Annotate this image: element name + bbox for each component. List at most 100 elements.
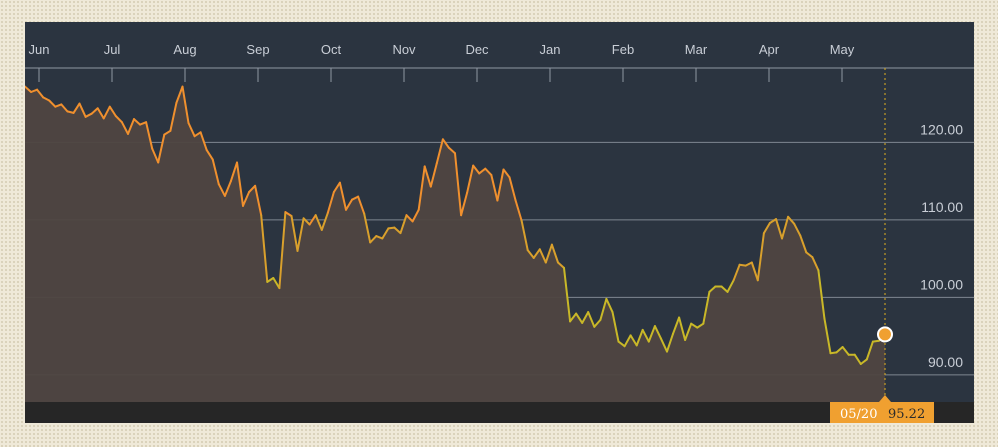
chart-frame: Jun Jul Aug Sep Oct Nov Dec Jan Feb Mar Apr May 90.… xyxy=(25,22,974,423)
price-line-segment xyxy=(550,243,559,264)
price-area-layer xyxy=(25,86,885,402)
price-line-segment xyxy=(460,191,469,217)
price-line-segment xyxy=(629,334,638,347)
price-line-segment xyxy=(708,285,717,293)
price-line-segment xyxy=(775,218,783,240)
price-line-segment xyxy=(690,322,699,329)
month-label: Apr xyxy=(759,42,780,57)
price-line-segment xyxy=(417,165,426,211)
price-line-segment xyxy=(84,112,93,118)
price-line-segment xyxy=(163,129,172,136)
price-line-segment xyxy=(641,328,650,343)
price-line-segment xyxy=(799,234,808,254)
price-line-segment xyxy=(102,105,111,120)
price-line-segment xyxy=(454,152,463,217)
price-line-segment xyxy=(54,103,63,108)
price-line-segment xyxy=(520,219,529,252)
price-chart[interactable]: Jun Jul Aug Sep Oct Nov Dec Jan Feb Mar Apr May 90.… xyxy=(25,22,974,423)
price-line-segment xyxy=(569,312,578,323)
price-line-segment xyxy=(290,215,299,252)
price-line-segment xyxy=(157,133,166,164)
price-line-segment xyxy=(647,325,656,343)
price-line-segment xyxy=(744,261,753,267)
price-line-segment xyxy=(496,168,505,202)
price-line-segment xyxy=(320,211,329,231)
price-line-segment xyxy=(732,263,741,282)
month-label: Jun xyxy=(29,42,50,57)
price-line-segment xyxy=(357,195,366,215)
price-line-segment xyxy=(617,340,626,348)
price-line-segment xyxy=(865,340,874,361)
price-line-segment xyxy=(120,121,129,135)
price-line-segment xyxy=(490,173,499,202)
price-line-segment xyxy=(302,217,311,226)
price-line-segment xyxy=(587,311,596,328)
y-axis-labels: 90.00 100.00 110.00 120.00 xyxy=(920,121,963,370)
price-line-segment xyxy=(575,312,584,324)
price-line-segment xyxy=(133,118,142,126)
price-line-segment xyxy=(36,88,45,99)
price-line-segment xyxy=(139,121,148,126)
price-line-segment xyxy=(193,131,202,138)
price-line-segment xyxy=(859,358,868,365)
price-line-segment xyxy=(405,214,414,223)
badge-background xyxy=(830,402,934,423)
price-line-segment xyxy=(835,346,844,354)
price-line-segment xyxy=(151,147,160,164)
last-point-marker[interactable] xyxy=(877,326,893,343)
price-line-segment xyxy=(781,215,790,240)
price-line-segment xyxy=(308,214,317,226)
price-line-segment xyxy=(678,316,687,341)
price-line-segment xyxy=(829,351,838,355)
price-line-segment xyxy=(599,297,608,321)
price-line-segment xyxy=(411,208,420,223)
month-label: Mar xyxy=(685,42,708,57)
month-label: Jul xyxy=(104,42,121,57)
price-line-segment xyxy=(242,191,251,207)
month-label: Feb xyxy=(612,42,634,57)
price-line-segment xyxy=(738,263,747,267)
month-label: Sep xyxy=(246,42,269,57)
badge-date: 05/20 xyxy=(840,407,877,422)
price-line-segment xyxy=(175,85,184,104)
price-line-segment xyxy=(387,226,396,230)
price-area xyxy=(25,86,885,402)
price-line-segment xyxy=(750,261,759,282)
price-line-segment xyxy=(702,290,711,325)
price-line-segment xyxy=(653,325,662,340)
price-line-segment xyxy=(611,311,620,343)
month-label: Aug xyxy=(173,42,196,57)
bottom-axis-strip xyxy=(25,402,974,423)
price-line-segment xyxy=(199,131,208,152)
price-line-segment xyxy=(605,297,614,314)
price-line-segment xyxy=(805,251,814,259)
y-tick-label: 110.00 xyxy=(921,199,963,215)
price-line-segment xyxy=(472,164,481,175)
price-line-segment xyxy=(557,261,565,269)
price-line-segment xyxy=(30,88,39,93)
price-line-segment xyxy=(66,110,75,114)
cursor-layer[interactable] xyxy=(877,326,893,402)
price-line-segment xyxy=(381,227,390,240)
price-line-segment xyxy=(145,121,154,150)
price-line-segment xyxy=(841,346,850,356)
price-line-segment xyxy=(538,248,547,264)
price-line-segment xyxy=(375,235,384,240)
price-line-segment xyxy=(351,195,360,201)
price-line-segment xyxy=(466,164,475,194)
price-line-segment xyxy=(169,101,178,132)
price-line-segment xyxy=(296,217,305,252)
price-line-segment xyxy=(363,212,372,244)
price-line-segment xyxy=(720,285,729,293)
price-line-segment xyxy=(768,218,777,224)
price-line-segment xyxy=(108,105,117,117)
price-line-segment xyxy=(762,222,771,235)
price-line-segment xyxy=(272,277,281,290)
price-line-segment xyxy=(441,138,450,149)
month-label: May xyxy=(830,42,855,57)
price-line-segment xyxy=(502,168,511,179)
price-line-segment xyxy=(72,102,81,114)
price-line-segment xyxy=(42,96,51,102)
month-label: Dec xyxy=(465,42,489,57)
price-line-segment xyxy=(25,85,33,93)
